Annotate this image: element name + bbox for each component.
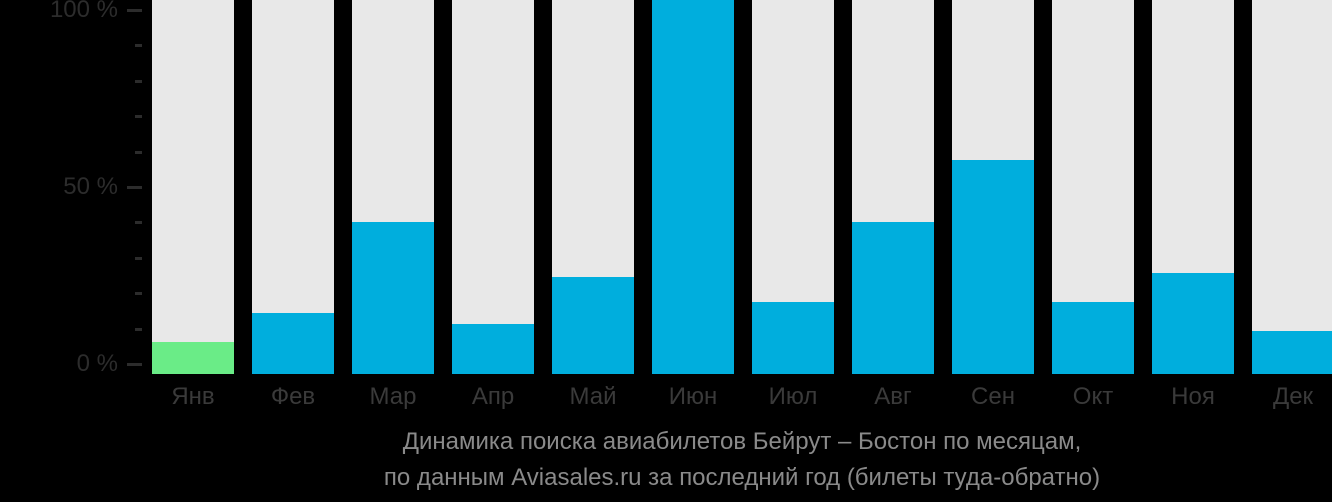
value-bar — [952, 160, 1034, 374]
y-axis-minor-tick — [135, 292, 142, 295]
month-label: Дек — [1272, 383, 1314, 410]
month-label: Янв — [171, 383, 215, 410]
column-track — [1252, 0, 1332, 374]
value-bar — [152, 342, 234, 374]
month-label: Авг — [874, 383, 912, 410]
value-bar — [452, 324, 534, 374]
month-label: Мар — [369, 383, 417, 410]
month-label: Ноя — [1171, 383, 1215, 410]
value-bar — [1252, 331, 1332, 374]
value-bar — [752, 302, 834, 374]
value-bar — [552, 277, 634, 374]
month-label: Июн — [668, 383, 718, 410]
column-track — [852, 0, 934, 374]
value-bar — [1152, 273, 1234, 374]
y-axis-minor-tick — [135, 44, 142, 47]
month-label: Сен — [971, 383, 1015, 410]
value-bar — [652, 0, 734, 374]
column-track — [1052, 0, 1134, 374]
y-axis-minor-tick — [135, 80, 142, 83]
column-track — [152, 0, 234, 374]
y-axis-minor-tick — [135, 328, 142, 331]
month-label: Май — [569, 383, 617, 410]
caption-line-1: Динамика поиска авиабилетов Бейрут – Бос… — [402, 428, 1082, 455]
month-label: Окт — [1072, 383, 1114, 410]
y-axis-tick-label: 50 % — [63, 173, 118, 200]
month-label: Апр — [471, 383, 515, 410]
column-track — [552, 0, 634, 374]
month-label: Фев — [270, 383, 316, 410]
caption-line-2: по данным Aviasales.ru за последний год … — [383, 464, 1101, 491]
y-axis-major-tick — [127, 9, 142, 12]
y-axis-minor-tick — [135, 115, 142, 118]
column-track — [652, 0, 734, 374]
column-track — [1152, 0, 1234, 374]
column-track — [952, 0, 1034, 374]
value-bar — [252, 313, 334, 374]
column-track — [752, 0, 834, 374]
y-axis-major-tick — [127, 186, 142, 189]
value-bar — [1052, 302, 1134, 374]
y-axis-minor-tick — [135, 151, 142, 154]
y-axis-minor-tick — [135, 221, 142, 224]
value-bar — [352, 222, 434, 374]
y-axis-minor-tick — [135, 257, 142, 260]
value-bar — [852, 222, 934, 374]
month-label: Июл — [768, 383, 818, 410]
y-axis-tick-label: 100 % — [49, 0, 118, 23]
column-track — [352, 0, 434, 374]
y-axis-major-tick — [127, 363, 142, 366]
column-track — [452, 0, 534, 374]
column-track — [252, 0, 334, 374]
chart-caption: Динамика поиска авиабилетов Бейрут – Бос… — [152, 424, 1332, 496]
y-axis-tick-label: 0 % — [76, 350, 118, 377]
